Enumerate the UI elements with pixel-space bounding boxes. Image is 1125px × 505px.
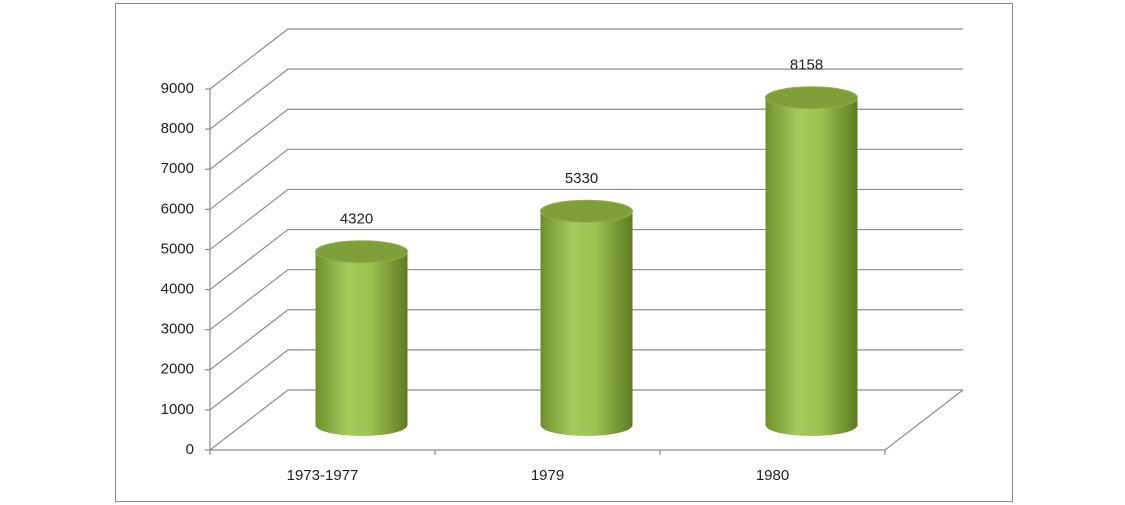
grid-line — [209, 28, 963, 90]
y-tick-label: 3000 — [161, 321, 194, 338]
grid-line — [209, 188, 963, 250]
y-tick-label: 0 — [186, 441, 194, 458]
value-label: 8158 — [790, 57, 823, 74]
cylinder-body — [315, 251, 408, 436]
y-tick-label: 6000 — [161, 200, 194, 217]
cylinder-top — [765, 86, 858, 110]
y-tick-label: 7000 — [161, 160, 194, 177]
grid-line — [209, 148, 963, 210]
cylinder-body — [765, 97, 858, 436]
grid-line — [209, 68, 963, 130]
grid-line — [209, 108, 963, 170]
cylinder-top — [315, 240, 408, 264]
x-tick-label: 1979 — [531, 467, 564, 484]
y-tick-label: 5000 — [161, 240, 194, 257]
y-tick-label: 2000 — [161, 361, 194, 378]
y-tick-label: 8000 — [161, 120, 194, 137]
grid-line — [209, 269, 963, 331]
x-tick-label: 1973-1977 — [287, 467, 359, 484]
y-tick-label: 9000 — [161, 80, 194, 97]
y-tick-label: 4000 — [161, 281, 194, 298]
grid-line — [209, 389, 963, 451]
value-label: 5330 — [565, 170, 598, 187]
grid-line — [209, 309, 963, 371]
x-tick-label: 1980 — [756, 467, 789, 484]
cylinder-body — [540, 211, 633, 436]
y-tick-label: 1000 — [161, 401, 194, 418]
bar — [315, 240, 408, 436]
bar — [765, 86, 858, 436]
grid-line — [209, 349, 963, 411]
cylinder-top — [540, 199, 633, 223]
grid-line — [209, 228, 963, 291]
bar — [540, 199, 633, 436]
value-label: 4320 — [340, 211, 373, 228]
